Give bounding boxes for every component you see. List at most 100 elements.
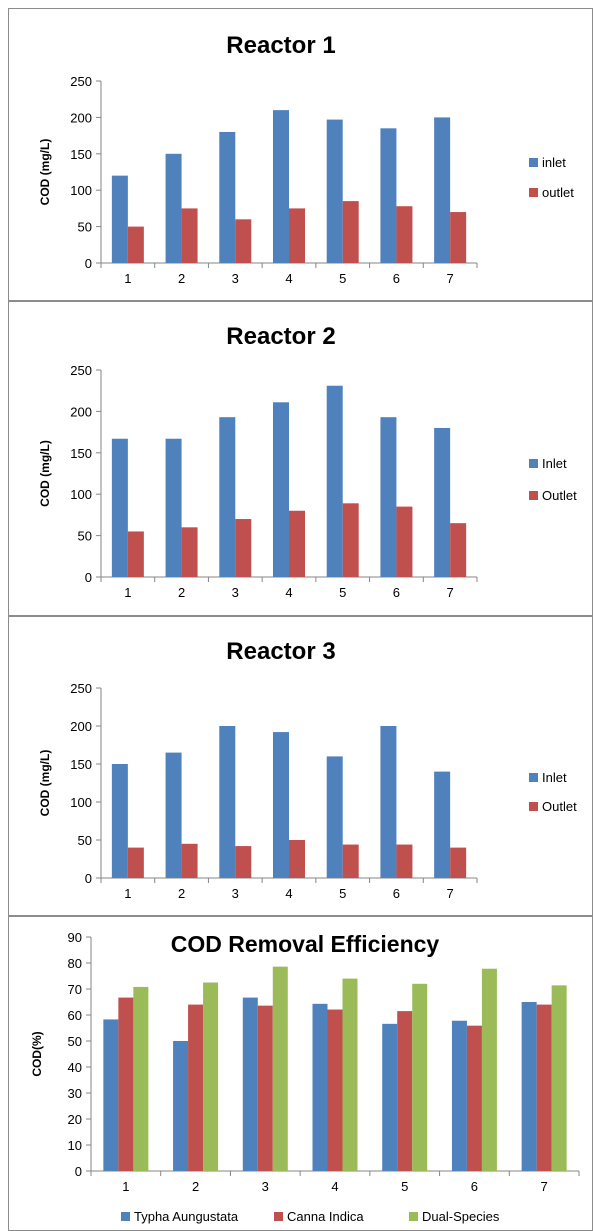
chart-cod-removal-efficiency: COD Removal Efficiency COD(%) 0 10 20 30 40 50 6…	[30, 930, 580, 1224]
x-tick-label: 5	[401, 1179, 408, 1194]
bar-dual-species-7	[551, 985, 567, 1171]
legend-swatch-outlet	[529, 188, 538, 197]
bar-canna-indica-7	[536, 1004, 552, 1171]
y-tick-label: 90	[68, 930, 82, 945]
x-tick-label: 2	[178, 886, 185, 901]
y-tick-label: 0	[85, 871, 92, 886]
y-tick-label: 30	[68, 1086, 82, 1101]
bar-canna-indica-3	[257, 1005, 273, 1171]
x-tick-label: 4	[285, 886, 292, 901]
chart-title: Reactor 3	[226, 638, 335, 665]
y-axis-label: COD (mg/L)	[38, 139, 52, 206]
x-tick-label: 6	[471, 1179, 478, 1194]
x-tick-label: 1	[124, 886, 131, 901]
bar-inlet-3	[219, 131, 236, 263]
y-tick-label: 100	[70, 487, 92, 502]
bar-outlet-1	[127, 847, 144, 878]
legend-label-typha-aungustata: Typha Aungustata	[134, 1209, 239, 1224]
bar-inlet-4	[273, 402, 289, 577]
bar-inlet-3	[219, 726, 236, 878]
x-tick-label: 6	[393, 271, 400, 286]
bar-typha-aungustata-7	[521, 1002, 537, 1171]
bar-typha-aungustata-5	[382, 1023, 398, 1171]
x-tick-label: 7	[541, 1179, 548, 1194]
bar-outlet-7	[450, 847, 467, 878]
x-tick-label: 3	[232, 271, 239, 286]
y-tick-label: 150	[70, 446, 92, 461]
legend-swatch-outlet	[529, 802, 538, 811]
legend-swatch-inlet	[529, 773, 538, 782]
x-tick-label: 3	[232, 886, 239, 901]
bar-canna-indica-6	[466, 1025, 482, 1171]
y-tick-label: 150	[70, 147, 92, 162]
bar-outlet-3	[235, 219, 252, 263]
bar-inlet-6	[380, 128, 397, 263]
bar-inlet-1	[111, 438, 128, 577]
y-tick-label: 200	[70, 110, 92, 125]
bar-inlet-5	[326, 756, 343, 878]
legend-label-outlet: Outlet	[542, 488, 577, 503]
bar-canna-indica-4	[327, 1009, 343, 1171]
x-tick-label: 5	[339, 271, 346, 286]
bar-inlet-7	[434, 771, 451, 878]
x-tick-label: 3	[232, 585, 239, 600]
bar-outlet-7	[450, 212, 467, 263]
bar-inlet-5	[326, 119, 343, 263]
bar-dual-species-4	[342, 978, 358, 1171]
bar-outlet-5	[342, 503, 359, 577]
y-tick-label: 100	[70, 183, 92, 198]
bar-inlet-6	[380, 726, 397, 878]
bar-outlet-4	[289, 840, 305, 878]
y-tick-label: 200	[70, 404, 92, 419]
bar-inlet-5	[326, 385, 343, 577]
legend-label-dual-species: Dual-Species	[422, 1209, 500, 1224]
bar-outlet-4	[289, 208, 305, 263]
x-tick-label: 1	[124, 585, 131, 600]
bar-typha-aungustata-2	[173, 1041, 189, 1171]
chart-reactor-1: Reactor 1 COD (mg/L) 0 50 100 150 200 250 1 2 3 4 5 6…	[38, 32, 574, 286]
y-tick-label: 60	[68, 1008, 82, 1023]
y-tick-label: 80	[68, 956, 82, 971]
x-tick-label: 7	[447, 271, 454, 286]
bar-inlet-7	[434, 427, 451, 577]
legend-label-inlet: Inlet	[542, 770, 567, 785]
bar-inlet-4	[273, 732, 289, 878]
x-tick-label: 2	[178, 585, 185, 600]
chart-title: COD Removal Efficiency	[171, 931, 440, 957]
bar-inlet-6	[380, 417, 397, 577]
x-tick-label: 2	[178, 271, 185, 286]
y-tick-label: 10	[68, 1138, 82, 1153]
bar-inlet-2	[165, 153, 182, 263]
x-tick-label: 4	[285, 271, 292, 286]
chart-panel-reactor-3: Reactor 3 COD (mg/L) 0 50 100 150 200 250 1 2 3 4 5 6…	[8, 616, 593, 916]
legend-swatch-canna-indica	[274, 1212, 283, 1221]
bar-outlet-1	[127, 226, 144, 263]
bar-outlet-6	[396, 206, 413, 263]
legend-label-inlet: Inlet	[542, 456, 567, 471]
bar-typha-aungustata-1	[103, 1019, 119, 1171]
y-tick-label: 250	[70, 74, 92, 89]
bar-typha-aungustata-4	[312, 1003, 328, 1171]
y-tick-label: 40	[68, 1060, 82, 1075]
x-tick-label: 5	[339, 585, 346, 600]
y-axis-label: COD(%)	[30, 1031, 44, 1076]
bar-inlet-7	[434, 117, 451, 264]
bar-outlet-6	[396, 506, 413, 577]
bar-canna-indica-5	[397, 1011, 413, 1171]
y-axis-label: COD (mg/L)	[38, 440, 52, 507]
bar-typha-aungustata-3	[242, 997, 258, 1171]
x-tick-label: 1	[122, 1179, 129, 1194]
y-tick-label: 0	[85, 570, 92, 585]
legend-swatch-dual-species	[409, 1212, 418, 1221]
bar-dual-species-3	[272, 966, 288, 1171]
y-axis-label: COD (mg/L)	[38, 750, 52, 817]
bar-outlet-7	[450, 523, 467, 577]
bar-dual-species-6	[481, 968, 497, 1171]
legend-swatch-typha-aungustata	[121, 1212, 130, 1221]
y-tick-label: 250	[70, 363, 92, 378]
chart-reactor-3: Reactor 3 COD (mg/L) 0 50 100 150 200 250 1 2 3 4 5 6…	[38, 638, 577, 901]
bar-outlet-2	[181, 527, 198, 577]
bar-inlet-2	[165, 438, 182, 577]
y-tick-label: 200	[70, 719, 92, 734]
x-tick-label: 4	[285, 585, 292, 600]
